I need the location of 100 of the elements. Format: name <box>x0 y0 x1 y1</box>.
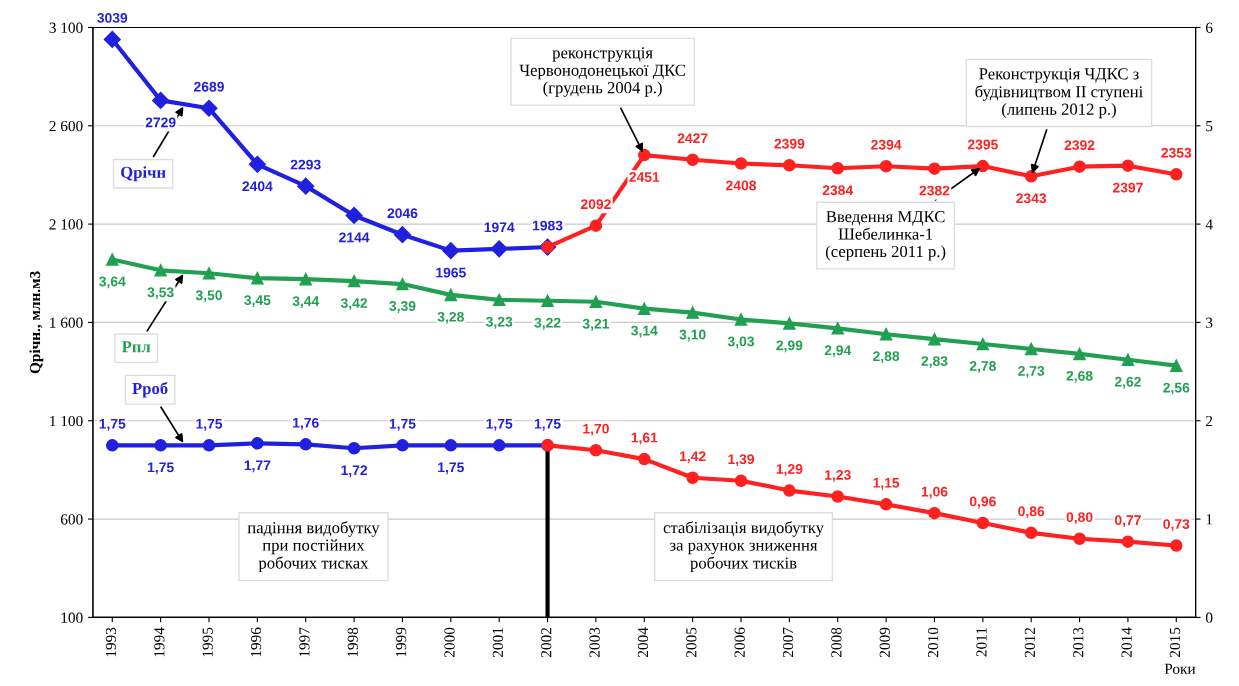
data-label: 3,28 <box>437 311 464 324</box>
data-label: 2144 <box>339 232 370 243</box>
x-tick-label: 2006 <box>734 627 745 658</box>
text: Рпл <box>121 341 151 353</box>
data-label: 2092 <box>580 199 611 210</box>
data-label: 2293 <box>290 159 321 170</box>
data-label: 2,73 <box>1018 366 1045 378</box>
x-tick-label: 2012 <box>1024 627 1036 658</box>
y2-tick-label: 2 <box>1206 415 1213 427</box>
data-label: 2,83 <box>921 356 948 369</box>
x-tick-label: 2008 <box>831 627 842 658</box>
data-label: 3,45 <box>244 295 271 308</box>
data-label: 2404 <box>242 181 273 192</box>
data-label: 1,75 <box>99 419 126 431</box>
data-label: 3039 <box>97 12 128 23</box>
data-label: 1,75 <box>534 419 561 431</box>
y2-tick-label: 3 <box>1206 317 1213 328</box>
data-label: 0,80 <box>1066 512 1093 525</box>
data-label: 2,94 <box>824 345 852 358</box>
data-label: 3,64 <box>99 276 126 289</box>
data-label: 1,76 <box>293 417 319 430</box>
x-tick-label: 2011 <box>976 628 987 657</box>
y2-tick-label: 4 <box>1205 219 1213 230</box>
data-label: 2427 <box>677 133 708 144</box>
y2-tick-label: 1 <box>1206 514 1213 525</box>
x-tick-label: 1995 <box>202 627 213 657</box>
y-tick-label: 2 100 <box>49 219 83 230</box>
data-label: 2395 <box>967 139 998 150</box>
data-label: 1,42 <box>680 451 706 464</box>
x-tick-label: 2000 <box>444 627 455 658</box>
data-label: 2399 <box>774 138 805 149</box>
text: Qрічн <box>121 166 166 182</box>
x-tick-label: 1999 <box>396 627 407 657</box>
data-label: 3,10 <box>679 329 706 342</box>
data-label: 3,14 <box>631 325 658 338</box>
data-label: 2392 <box>1064 140 1095 151</box>
y-axis-title: Qрічн., млн.м3 <box>29 271 44 374</box>
data-label: 1,72 <box>341 465 368 478</box>
annotation: Реконструкція ЧДКС з будівництвом ІІ ступені (липень 2012 р.) <box>975 68 1143 119</box>
data-label: 2384 <box>822 185 854 196</box>
data-label: 2,88 <box>873 351 900 364</box>
data-label: 3,42 <box>340 298 368 311</box>
data-label: 2046 <box>387 208 418 219</box>
data-label: 2382 <box>919 185 950 196</box>
data-label: 1974 <box>484 222 515 233</box>
data-label: 3,39 <box>389 301 416 313</box>
data-label: 3,53 <box>147 287 174 300</box>
y-tick-label: 2 600 <box>49 120 83 132</box>
x-tick-label: 1994 <box>154 627 165 657</box>
data-label: 2343 <box>1016 193 1047 204</box>
x-axis-title: Роки <box>1164 663 1196 674</box>
x-tick-label: 2002 <box>541 627 552 658</box>
annotation: реконструкція Червонодонецької ДКС (грудень 2004 р.) <box>519 47 686 97</box>
data-label: 2,68 <box>1066 370 1093 383</box>
data-label: 2729 <box>145 117 176 128</box>
data-label: 1,06 <box>921 486 948 499</box>
data-label: 1,61 <box>631 432 658 445</box>
data-label: 3,50 <box>195 290 222 303</box>
data-label: 3,22 <box>534 317 561 330</box>
data-label: 2,56 <box>1163 382 1190 395</box>
annotation: Введення МДКС Шебелинка-1 (серпень 2011 р.) <box>825 211 946 261</box>
data-label: 2451 <box>629 172 660 182</box>
x-tick-label: 2004 <box>637 627 649 658</box>
data-label: 3,44 <box>292 296 320 309</box>
data-label: 1965 <box>436 267 466 278</box>
data-label: 0,96 <box>969 496 996 509</box>
data-label: 1,75 <box>486 419 513 431</box>
x-tick-label: 2014 <box>1121 627 1132 658</box>
data-label: 2,78 <box>969 361 996 373</box>
y-tick-label: 600 <box>60 514 83 525</box>
data-label: 2,99 <box>776 340 803 353</box>
data-label: 1,15 <box>873 478 900 490</box>
x-tick-label: 2001 <box>492 628 504 658</box>
y2-tick-label: 6 <box>1206 22 1213 33</box>
data-label: 0,77 <box>1114 515 1141 528</box>
data-label: 1,77 <box>244 460 271 473</box>
data-label: 2353 <box>1161 147 1192 158</box>
data-label: 1,75 <box>196 419 223 431</box>
data-label: 2,62 <box>1114 376 1141 389</box>
x-tick-label: 1998 <box>347 627 358 657</box>
x-tick-label: 1993 <box>105 627 117 657</box>
data-label: 1983 <box>532 220 563 231</box>
data-label: 2408 <box>726 180 757 191</box>
data-label: 3,21 <box>582 318 610 331</box>
x-tick-label: 1997 <box>299 627 310 657</box>
data-label: 0,73 <box>1163 519 1190 531</box>
data-label: 1,70 <box>583 423 609 436</box>
x-tick-label: 2003 <box>589 627 600 658</box>
y-tick-label: 1 600 <box>50 317 83 328</box>
annotation: падіння видобутку при постійних робочих тисках <box>247 521 380 573</box>
y2-tick-label: 0 <box>1205 612 1213 623</box>
x-tick-label: 2010 <box>927 627 939 658</box>
y-tick-label: 100 <box>61 612 83 623</box>
data-label: 1,75 <box>438 462 464 475</box>
annotation: стабілізація видобутку за рахунок зниження робочих тисків <box>663 521 824 573</box>
data-label: 2394 <box>871 139 902 150</box>
x-tick-label: 2013 <box>1073 627 1084 658</box>
text: Рроб <box>132 382 168 398</box>
data-label: 1,75 <box>389 419 416 431</box>
x-tick-label: 2009 <box>879 627 890 658</box>
